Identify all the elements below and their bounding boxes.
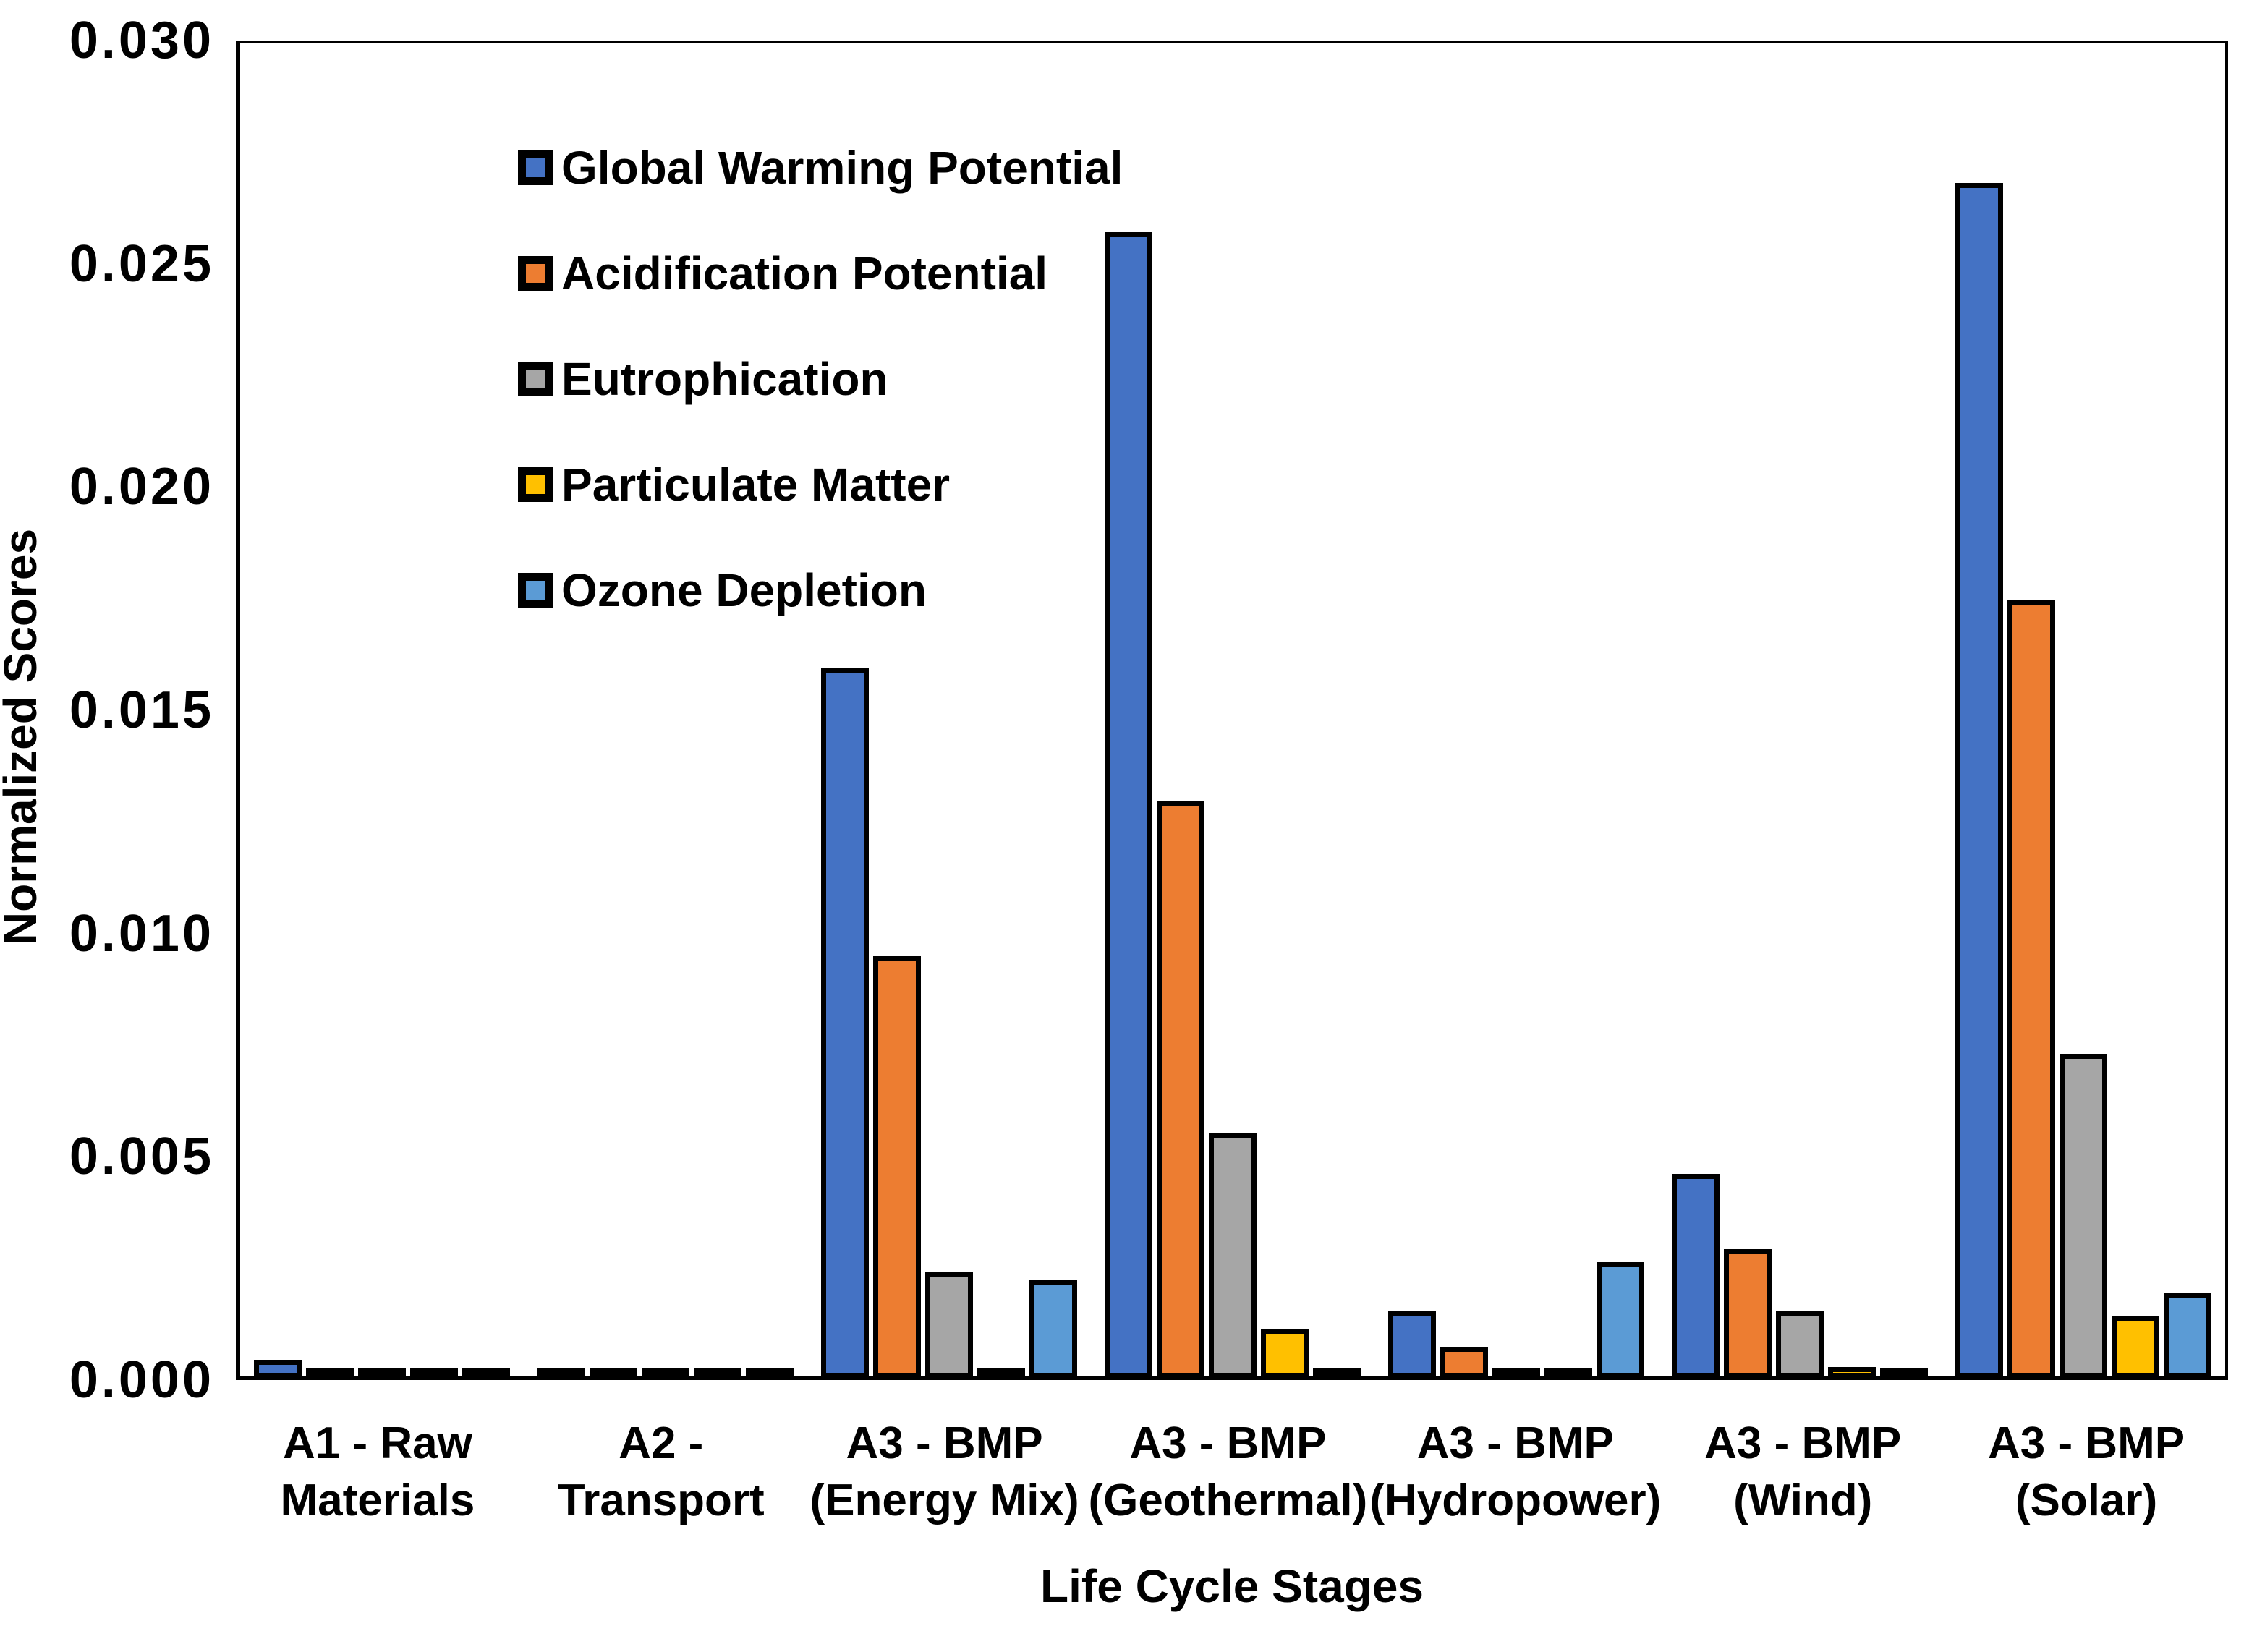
y-tick-label: 0.030 (69, 12, 214, 69)
bar (1157, 801, 1204, 1378)
bar (1313, 1368, 1361, 1378)
bar (410, 1368, 458, 1378)
bar-group (240, 43, 524, 1378)
bar (1388, 1311, 1436, 1378)
bar (925, 1272, 973, 1378)
x-category-label: A3 - BMP (Energy Mix) (809, 1418, 1079, 1526)
bar (977, 1368, 1025, 1378)
bar (1880, 1368, 1928, 1378)
x-category-label: A3 - BMP (Geothermal) (1088, 1418, 1368, 1526)
y-tick-label: 0.015 (69, 681, 214, 739)
y-tick-label: 0.005 (69, 1128, 214, 1186)
bar (537, 1368, 585, 1378)
bar (462, 1368, 510, 1378)
bar (590, 1368, 637, 1378)
legend-item: Acidification Potential (518, 247, 1123, 299)
x-category-labels: A1 - Raw Materials A2 - Transport A3 - BMP… (236, 1415, 2228, 1530)
bar (1029, 1280, 1077, 1378)
bar (2007, 600, 2055, 1378)
legend-label: Particulate Matter (561, 459, 951, 511)
bar (1544, 1368, 1592, 1378)
bar (254, 1360, 302, 1378)
bar (873, 956, 921, 1378)
bar-group (1091, 43, 1374, 1378)
bar-group (524, 43, 807, 1378)
legend-label: Global Warming Potential (561, 142, 1123, 194)
y-tick-label: 0.000 (69, 1351, 214, 1409)
bar (821, 668, 869, 1378)
bar (1776, 1311, 1824, 1378)
x-category-label: A3 - BMP (Solar) (1987, 1418, 2185, 1526)
bar (642, 1368, 689, 1378)
bar-group (1374, 43, 1658, 1378)
bar (2060, 1054, 2107, 1378)
bar (1261, 1329, 1309, 1378)
bar-group (1658, 43, 1942, 1378)
bar-group (1942, 43, 2225, 1378)
plot-area: Global Warming Potential Acidification Po… (236, 41, 2228, 1380)
y-tick-label: 0.020 (69, 458, 214, 516)
bar (306, 1368, 354, 1378)
bar-groups (240, 43, 2225, 1378)
bar (694, 1368, 741, 1378)
bar (1105, 232, 1152, 1378)
legend-swatch-icon (518, 467, 553, 502)
legend-label: Eutrophication (561, 353, 888, 405)
bar (1828, 1367, 1876, 1378)
x-axis-title: Life Cycle Stages (1040, 1560, 1424, 1612)
legend-swatch-icon (518, 573, 553, 608)
y-tick-label: 0.010 (69, 904, 214, 963)
legend-item: Ozone Depletion (518, 564, 1123, 616)
legend-swatch-icon (518, 150, 553, 185)
legend-label: Acidification Potential (561, 247, 1048, 299)
bar (2164, 1293, 2211, 1378)
bar (1597, 1262, 1644, 1378)
legend-swatch-icon (518, 256, 553, 291)
bar (1440, 1347, 1488, 1378)
legend-item: Particulate Matter (518, 459, 1123, 511)
bar (1672, 1174, 1720, 1378)
bar (1492, 1368, 1540, 1378)
bar (2112, 1316, 2159, 1378)
bar (1955, 183, 2003, 1378)
y-tick-label: 0.025 (69, 234, 214, 293)
bar-group (807, 43, 1091, 1378)
x-category-label: A2 - Transport (557, 1418, 765, 1526)
x-category-label: A3 - BMP (Wind) (1704, 1418, 1902, 1526)
bar (358, 1368, 406, 1378)
bar (746, 1368, 794, 1378)
legend-swatch-icon (518, 362, 553, 396)
legend-label: Ozone Depletion (561, 564, 927, 616)
bar (1209, 1133, 1257, 1378)
bar (1724, 1249, 1772, 1378)
legend: Global Warming Potential Acidification Po… (518, 142, 1123, 671)
legend-item: Global Warming Potential (518, 142, 1123, 194)
legend-item: Eutrophication (518, 353, 1123, 405)
x-category-label: A1 - Raw Materials (280, 1418, 475, 1526)
x-category-label: A3 - BMP (Hydropower) (1369, 1418, 1662, 1526)
